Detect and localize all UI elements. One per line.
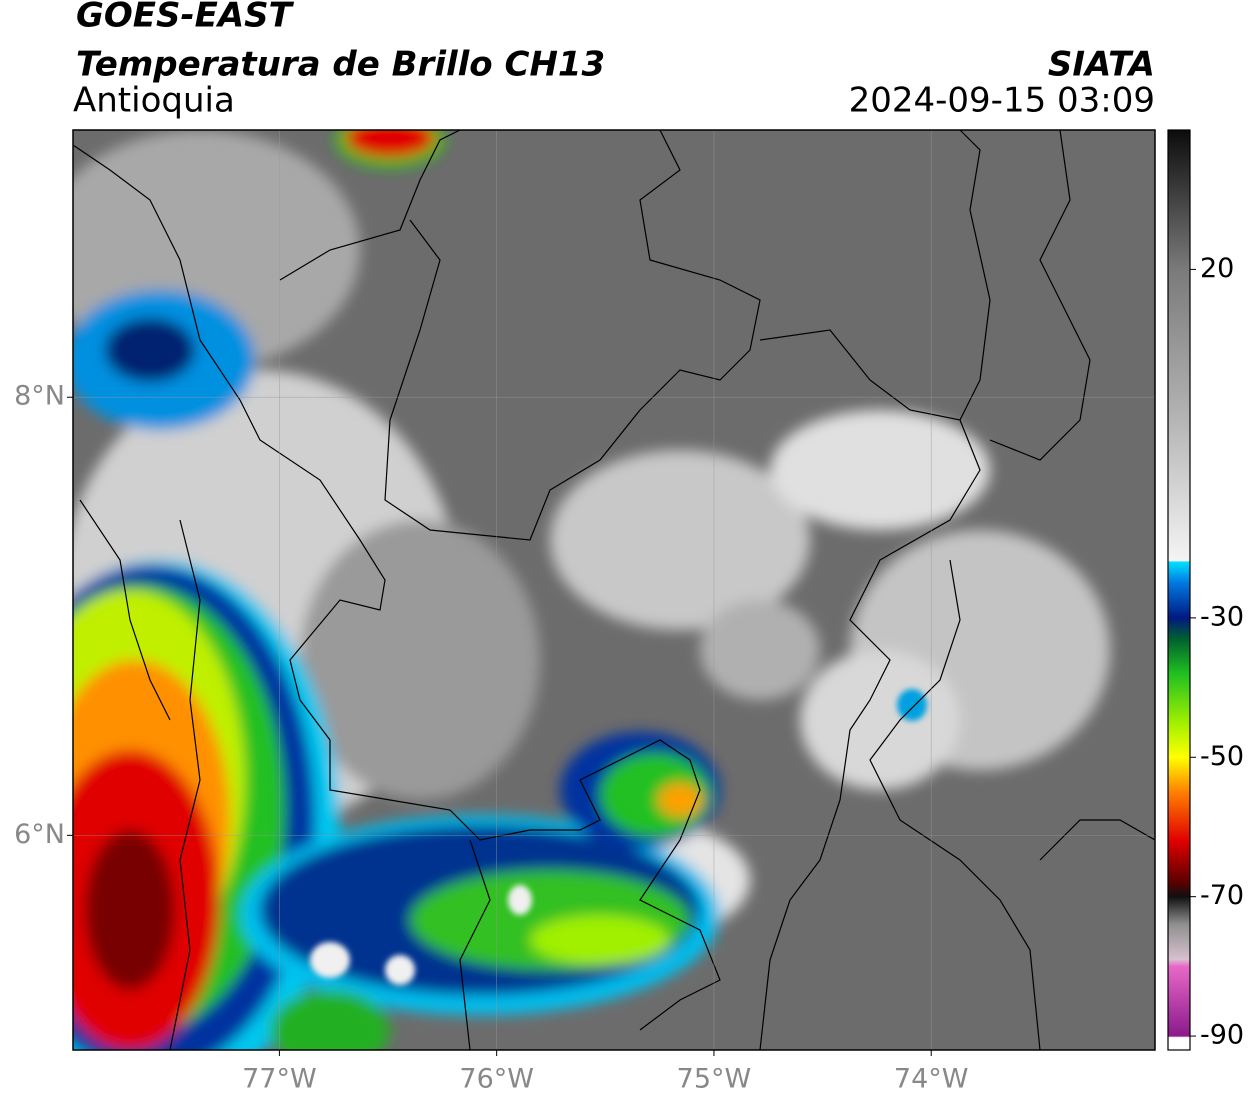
colorbar-tick-label: -90	[1200, 1020, 1244, 1051]
x-tick-label: 75°W	[677, 1064, 752, 1095]
source: SIATA	[1048, 45, 1155, 85]
title: GOES-EAST	[76, 0, 295, 36]
x-tick-label: 74°W	[894, 1064, 969, 1095]
colorbar-tick-label: -50	[1200, 741, 1244, 772]
colorbar-tick-label: -30	[1200, 601, 1244, 632]
satellite-image	[73, 130, 1155, 1050]
graticule	[73, 130, 1155, 1050]
x-tick-label: 76°W	[459, 1064, 534, 1095]
subtitle: Temperatura de Brillo CH13	[76, 45, 605, 85]
colorbar	[1167, 129, 1191, 1051]
colorbar-tick-label: -70	[1200, 880, 1244, 911]
y-tick-label: 8°N	[14, 381, 65, 412]
map-frame	[72, 129, 1156, 1051]
colorbar-tick-label: 20	[1200, 253, 1234, 284]
datetime: 2024-09-15 03:09	[849, 81, 1155, 121]
region: Antioquia	[73, 81, 235, 121]
x-tick-label: 77°W	[242, 1064, 317, 1095]
y-tick-label: 6°N	[14, 819, 65, 850]
